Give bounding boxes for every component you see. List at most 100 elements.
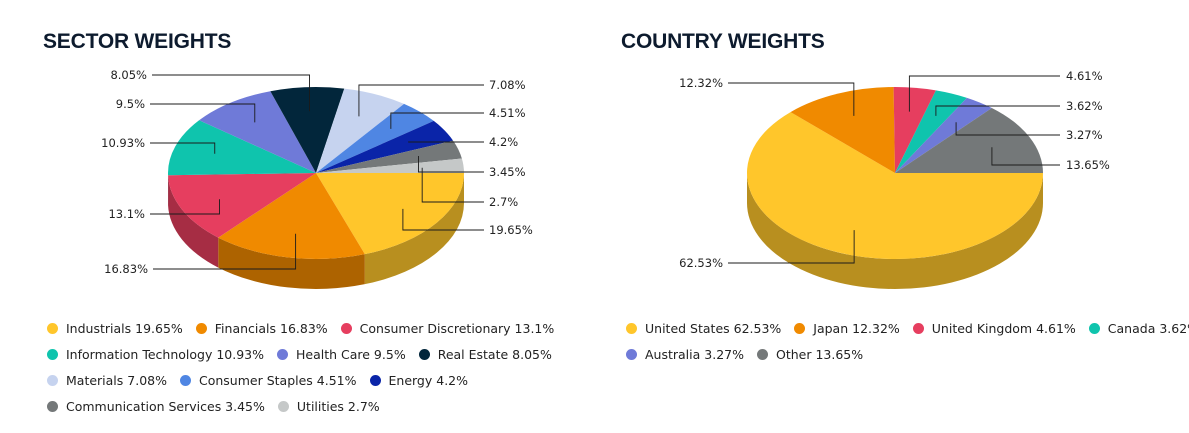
- sector-weights-slice-information-technology[interactable]: [168, 120, 316, 176]
- legend-swatch-icon: [912, 322, 924, 334]
- legend-label: Japan 12.32%: [813, 320, 900, 336]
- legend-item-other[interactable]: Other 13.65%: [756, 347, 863, 362]
- legend-swatch-icon: [277, 348, 288, 360]
- legend-swatch-icon: [47, 374, 58, 386]
- country-weights-data-label-australia: 3.27%: [1066, 128, 1103, 142]
- country-weights-slice-canada[interactable]: [895, 90, 967, 173]
- legend-item-materials[interactable]: Materials 7.08%: [47, 373, 167, 388]
- sector-weights-data-label-communication-services: 3.45%: [489, 165, 526, 179]
- sector-weights-leader-real-estate: [152, 74, 310, 112]
- legend-item-real-estate[interactable]: Real Estate 8.05%: [418, 346, 552, 362]
- sector-weights-slice-industrials[interactable]: [316, 173, 464, 255]
- legend-label: Materials 7.08%: [66, 372, 167, 388]
- sector-weights-slice-materials[interactable]: [316, 88, 405, 173]
- sector-weights-data-label-materials: 7.08%: [489, 78, 526, 92]
- legend-swatch-icon: [277, 400, 289, 412]
- sector-weights-slice-consumer-staples[interactable]: [316, 103, 434, 173]
- legend-item-united-states[interactable]: United States 62.53%: [626, 321, 781, 336]
- country-weights-leader-other: [991, 147, 1060, 166]
- sector-weights-financials-side: [218, 237, 365, 289]
- legend-swatch-icon: [1088, 322, 1100, 334]
- legend-label: United States 62.53%: [645, 320, 782, 336]
- legend-row: Australia 3.27% Other 13.65%: [626, 341, 1189, 367]
- legend-swatch-icon: [47, 400, 58, 412]
- sector-weights-data-label-utilities: 2.7%: [489, 195, 518, 209]
- country-weights-leader-australia: [955, 122, 1060, 136]
- legend-row: Materials 7.08% Consumer Staples 4.51% Ene…: [47, 367, 567, 393]
- country-weights-title: COUNTRY WEIGHTS: [621, 30, 825, 53]
- legend-label: Energy 4.2%: [388, 372, 469, 388]
- country-weights-slice-other[interactable]: [895, 107, 1043, 173]
- sector-weights-consumer-discretionary-side: [168, 175, 219, 268]
- legend-item-united-kingdom[interactable]: United Kingdom 4.61%: [912, 320, 1076, 336]
- sector-weights-title: SECTOR WEIGHTS: [43, 30, 232, 53]
- legend-label: Consumer Discretionary 13.1%: [359, 320, 555, 336]
- sector-weights-leader-industrials: [402, 208, 484, 231]
- sector-weights-leader-financials: [153, 233, 297, 270]
- country-weights-slice-australia[interactable]: [895, 97, 992, 173]
- legend-item-australia[interactable]: Australia 3.27%: [626, 347, 744, 362]
- sector-weights-leader-consumer-staples: [390, 112, 484, 129]
- legend-label: Communication Services 3.45%: [66, 398, 265, 414]
- sector-weights-leader-consumer-discretionary: [150, 199, 220, 215]
- legend-swatch-icon: [794, 322, 806, 334]
- sector-weights-slice-financials[interactable]: [218, 173, 365, 259]
- legend-label: Australia 3.27%: [645, 346, 744, 362]
- legend-item-consumer-staples[interactable]: Consumer Staples 4.51%: [179, 372, 357, 388]
- sector-legend: Industrials 19.65% Financials 16.83% Consu…: [47, 315, 567, 419]
- legend-label: Canada 3.62%: [1107, 320, 1189, 336]
- sector-weights-data-label-industrials: 19.65%: [489, 223, 533, 237]
- legend-item-information-technology[interactable]: Information Technology 10.93%: [47, 347, 264, 362]
- country-weights-leader-united-states: [728, 230, 855, 264]
- legend-item-utilities[interactable]: Utilities 2.7%: [277, 399, 380, 414]
- legend-swatch-icon: [369, 374, 381, 386]
- country-weights-data-label-other: 13.65%: [1066, 158, 1110, 172]
- legend-item-financials[interactable]: Financials 16.83%: [195, 320, 328, 336]
- sector-weights-leader-health-care: [150, 103, 256, 123]
- legend-item-consumer-discretionary[interactable]: Consumer Discretionary 13.1%: [340, 320, 555, 336]
- legend-swatch-icon: [195, 322, 207, 334]
- sector-weights-data-label-real-estate: 8.05%: [110, 68, 147, 82]
- sector-weights-data-label-consumer-staples: 4.51%: [489, 106, 526, 120]
- legend-swatch-icon: [626, 348, 637, 360]
- legend-label: United Kingdom 4.61%: [931, 320, 1076, 336]
- sector-weights-slice-consumer-discretionary[interactable]: [168, 173, 316, 238]
- legend-item-health-care[interactable]: Health Care 9.5%: [277, 347, 406, 362]
- legend-swatch-icon: [626, 322, 637, 334]
- sector-weights-data-label-information-technology: 10.93%: [101, 136, 145, 150]
- legend-swatch-icon: [47, 322, 58, 334]
- sector-weights-leader-information-technology: [150, 142, 216, 154]
- sector-weights-slice-utilities[interactable]: [316, 158, 464, 173]
- country-weights-slice-united-states[interactable]: [747, 112, 1043, 259]
- country-weights-data-label-japan: 12.32%: [679, 76, 723, 90]
- legend-item-industrials[interactable]: Industrials 19.65%: [47, 321, 183, 336]
- sector-weights-slice-communication-services[interactable]: [316, 140, 462, 173]
- legend-label: Financials 16.83%: [214, 320, 328, 336]
- legend-label: Real Estate 8.05%: [437, 346, 552, 362]
- legend-swatch-icon: [756, 348, 768, 360]
- legend-item-japan[interactable]: Japan 12.32%: [794, 321, 900, 336]
- country-legend: United States 62.53% Japan 12.32% United K…: [626, 315, 1189, 367]
- country-weights-slice-japan[interactable]: [790, 87, 895, 173]
- sector-weights-industrials-side: [364, 173, 464, 285]
- country-weights-leader-japan: [728, 82, 855, 116]
- legend-item-communication-services[interactable]: Communication Services 3.45%: [47, 399, 265, 414]
- sector-weights-leader-materials: [358, 84, 484, 117]
- legend-swatch-icon: [340, 322, 352, 334]
- legend-label: Information Technology 10.93%: [66, 346, 264, 362]
- legend-item-canada[interactable]: Canada 3.62%: [1088, 320, 1189, 336]
- legend-item-energy[interactable]: Energy 4.2%: [369, 372, 469, 388]
- country-weights-leader-united-kingdom: [908, 75, 1060, 112]
- sector-pie-chart: 19.65% 16.83% 13.1% 10.93% 9.5% 8.05% 7.08% 4.5…: [101, 68, 533, 289]
- country-weights-data-label-united-kingdom: 4.61%: [1066, 69, 1103, 83]
- legend-swatch-icon: [47, 348, 58, 360]
- legend-row: Information Technology 10.93% Health Care…: [47, 341, 567, 367]
- sector-weights-slice-energy[interactable]: [316, 120, 454, 173]
- legend-label: Health Care 9.5%: [296, 346, 406, 362]
- country-weights-data-label-canada: 3.62%: [1066, 99, 1103, 113]
- sector-weights-slice-health-care[interactable]: [199, 91, 316, 173]
- legend-label: Consumer Staples 4.51%: [198, 372, 357, 388]
- country-weights-data-label-united-states: 62.53%: [679, 256, 723, 270]
- sector-weights-slice-real-estate[interactable]: [270, 87, 345, 173]
- country-weights-slice-united-kingdom[interactable]: [893, 87, 936, 173]
